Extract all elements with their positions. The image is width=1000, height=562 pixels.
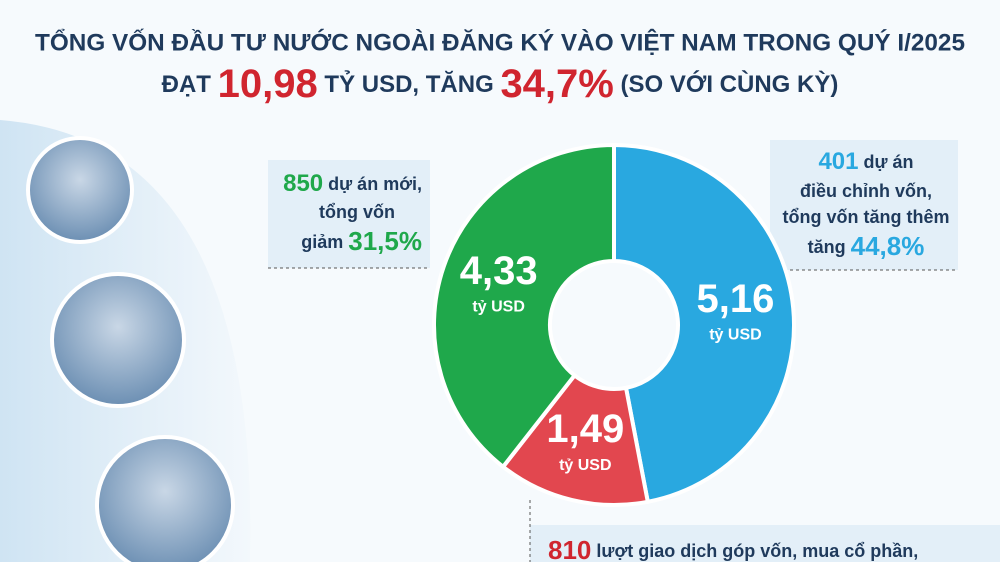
annotation-line: tổng vốn tăng thêm bbox=[783, 207, 950, 227]
donut-segment bbox=[612, 142, 796, 505]
photo bbox=[26, 136, 134, 244]
annotation-change: 44,8% bbox=[851, 231, 925, 261]
annotation-line: giảm 31,5% bbox=[301, 226, 422, 256]
annotation-line: tổng vốn bbox=[319, 202, 395, 222]
annotation-box bbox=[770, 140, 958, 270]
annotation-box bbox=[530, 525, 1000, 562]
annotation-change: 31,5% bbox=[348, 226, 422, 256]
value-unit: tỷ USD bbox=[709, 327, 761, 344]
subtitle-part: (SO VỚI CÙNG KỲ) bbox=[621, 70, 839, 98]
annotation-text: dự án bbox=[864, 152, 914, 172]
annotation-line: điều chỉnh vốn, bbox=[800, 181, 932, 201]
value-label: 1,49 bbox=[546, 407, 624, 451]
donut-segment bbox=[500, 372, 651, 507]
annotation-line: 850 dự án mới, bbox=[283, 170, 422, 197]
annotation-line: 810 lượt giao dịch góp vốn, mua cổ phần, bbox=[548, 535, 918, 562]
annotation-number: 401 bbox=[818, 148, 858, 175]
annotation-line: 401 dự án bbox=[818, 148, 913, 175]
annotation-text: dự án mới, bbox=[328, 174, 422, 194]
annotation-text: lượt giao dịch góp vốn, mua cổ phần, bbox=[596, 541, 918, 561]
subtitle-number: 34,7% bbox=[500, 62, 613, 106]
annotation-line: tăng 44,8% bbox=[808, 231, 925, 261]
annotation-box bbox=[268, 160, 430, 268]
subtitle-number: 10,98 bbox=[218, 62, 318, 106]
subtitle-part: ĐẠT bbox=[162, 71, 212, 98]
annotation-number: 850 bbox=[283, 170, 323, 197]
annotation-number: 810 bbox=[548, 535, 591, 562]
value-unit: tỷ USD bbox=[472, 298, 524, 315]
value-label: 4,33 bbox=[460, 249, 538, 293]
value-unit: tỷ USD bbox=[559, 457, 611, 474]
annotation-text: giảm bbox=[301, 232, 343, 252]
subtitle: ĐẠT 10,98 TỶ USD, TĂNG 34,7% (SO VỚI CÙN… bbox=[162, 62, 839, 106]
photo bbox=[95, 435, 235, 562]
title: TỔNG VỐN ĐẦU TƯ NƯỚC NGOÀI ĐĂNG KÝ VÀO V… bbox=[35, 28, 965, 56]
value-label: 5,16 bbox=[697, 277, 775, 321]
annotation-text: tăng bbox=[808, 237, 846, 257]
photo bbox=[50, 272, 186, 408]
subtitle-part: TỶ USD, TĂNG bbox=[324, 69, 493, 98]
donut-segment bbox=[432, 142, 616, 470]
